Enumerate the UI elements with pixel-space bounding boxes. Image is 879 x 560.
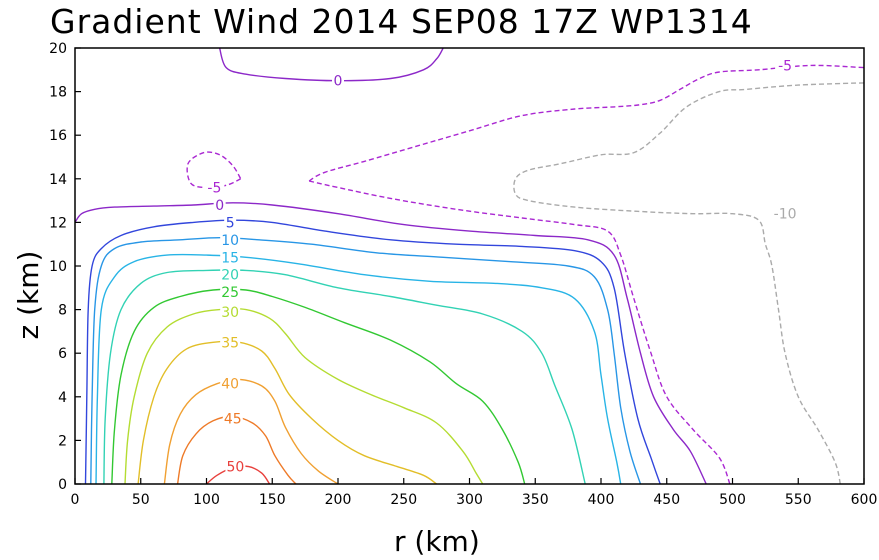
contour-label-background [220,303,241,320]
x-tick-label: 0 [71,492,80,508]
contour-label-background [332,72,344,89]
contour-label: 40 [221,377,239,393]
contour-label: -5 [778,58,792,74]
y-tick-label: 16 [49,128,67,144]
contour-lines [74,47,865,485]
x-tick-label: 500 [719,492,746,508]
contour-label: -5 [207,181,221,197]
x-tick-label: 200 [325,492,352,508]
contour-label-background [220,375,241,392]
contour-label: 5 [226,215,235,231]
contour-line-35 [137,340,438,485]
x-axis-label: r (km) [394,525,480,558]
contour-label-background [220,231,241,248]
y-tick-label: 0 [58,477,67,493]
x-axis: 0 50 100 150 200 250 300 350 400 450 500 550 600 [71,478,878,508]
x-tick-label: 350 [522,492,549,508]
contour-line-5 [84,219,661,485]
contour-line-30 [124,308,484,485]
contour-label-background [204,179,225,196]
contour-line-neg5 [186,151,242,189]
y-axis: 0 2 4 6 8 10 12 14 16 18 20 [49,41,81,493]
y-axis-label: z (km) [12,251,45,340]
x-tick-label: 600 [851,492,878,508]
chart-title: Gradient Wind 2014 SEP08 17Z WP1314 [50,2,753,41]
x-tick-label: 100 [193,492,220,508]
x-tick-label: 400 [588,492,615,508]
contour-line-10 [90,236,642,485]
contour-line-neg5 [308,64,865,182]
x-tick-label: 550 [785,492,812,508]
y-tick-label: 20 [49,41,67,57]
contour-label-background [775,57,796,74]
contour-line-40 [163,378,339,485]
plot-frame [74,47,865,485]
contour-label: 10 [221,233,239,249]
contour-label-background [224,214,237,231]
x-tick-label: 50 [132,492,150,508]
y-tick-label: 12 [49,215,67,231]
contour-label: 50 [227,460,245,476]
contour-label: 30 [221,305,239,321]
y-tick-label: 18 [49,85,67,101]
contour-line-0 [218,47,444,82]
contour-label: 0 [215,198,224,214]
x-tick-label: 250 [390,492,417,508]
contour-label: 45 [224,412,242,428]
contour-line-15 [95,253,622,485]
y-tick-label: 4 [58,390,67,406]
contour-line-neg5 [308,180,731,485]
contour-line-0 [74,202,707,485]
contour-label: 15 [221,250,239,266]
contour-label: 20 [221,268,239,284]
y-tick-label: 8 [58,303,67,319]
x-tick-label: 150 [259,492,286,508]
contour-label-background [220,284,241,301]
contour-line-25 [111,288,526,485]
y-tick-label: 14 [49,172,67,188]
contour-label: 25 [221,285,239,301]
y-tick-label: 6 [58,346,67,362]
contour-label: 35 [221,335,239,351]
y-tick-label: 10 [49,259,67,275]
x-tick-label: 450 [653,492,680,508]
contour-label-background [220,249,241,266]
contour-line-45 [176,415,297,485]
contour-line-20 [103,269,586,485]
contour-label-background [225,458,246,475]
contour-label-background [771,205,800,222]
contour-label-background [213,196,226,213]
contour-label-background [220,266,241,283]
y-tick-label: 2 [58,433,67,449]
x-tick-label: 300 [456,492,483,508]
contour-label-background [222,410,243,427]
contour-line-neg10 [513,82,865,485]
contour-label: 0 [334,74,343,90]
contour-label-background [220,334,241,351]
contour-label: -10 [774,207,797,223]
